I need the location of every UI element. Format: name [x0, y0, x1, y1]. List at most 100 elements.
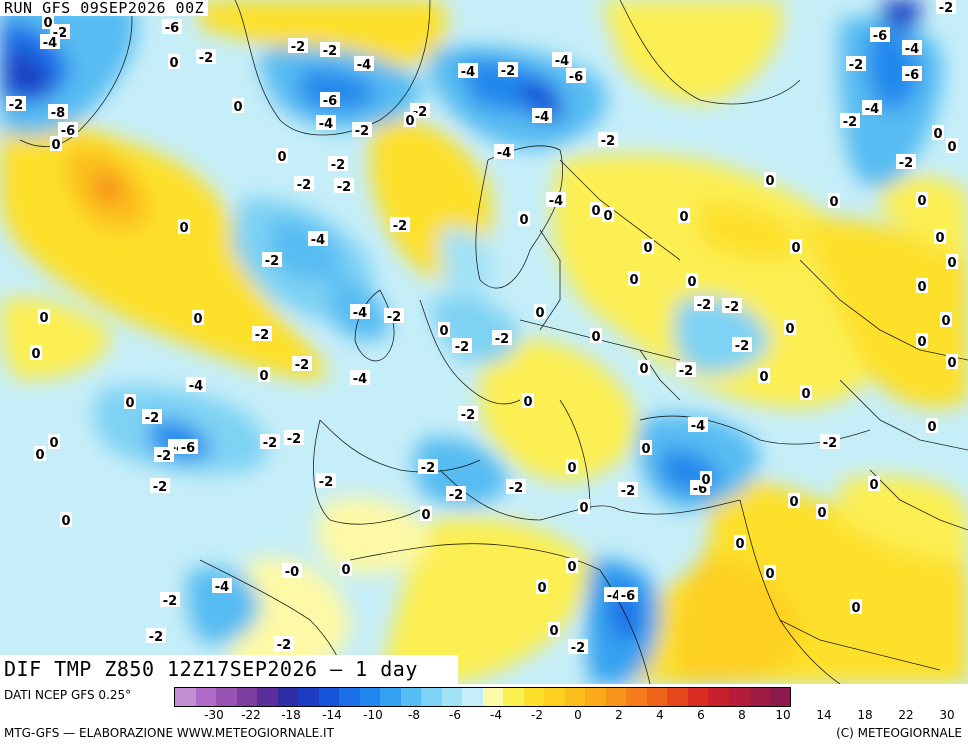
- map-value-label: -4: [350, 304, 370, 321]
- map-value-label: 0: [828, 193, 840, 210]
- svg-text:-2: -2: [331, 158, 345, 173]
- svg-text:0: 0: [567, 560, 576, 575]
- svg-text:0: 0: [579, 501, 588, 516]
- map-value-label: -2: [154, 447, 174, 464]
- map-value-label: 0: [946, 138, 958, 155]
- color-scale-tick: -14: [322, 708, 342, 722]
- map-value-label: 0: [124, 394, 136, 411]
- map-value-label: 0: [566, 558, 578, 575]
- map-value-label: -4: [354, 56, 374, 73]
- map-value-label: -2: [150, 478, 170, 495]
- svg-text:0: 0: [917, 194, 926, 209]
- svg-text:0: 0: [35, 448, 44, 463]
- map-value-label: 0: [548, 622, 560, 639]
- color-scale-swatch: [175, 688, 196, 706]
- map-value-label: -4: [186, 377, 206, 394]
- svg-text:0: 0: [947, 256, 956, 271]
- map-value-label: 0: [642, 239, 654, 256]
- svg-text:-2: -2: [199, 51, 213, 66]
- color-scale-tick: -30: [204, 708, 224, 722]
- svg-text:-2: -2: [823, 436, 837, 451]
- svg-text:-6: -6: [181, 441, 195, 456]
- color-scale-ticks: -30 -22 -18 -14 -10 -8 -6 -4 -2 0 2 4 6 8 10 14 18 22 30: [164, 708, 964, 722]
- svg-text:-6: -6: [621, 589, 635, 604]
- svg-text:-4: -4: [43, 36, 57, 51]
- svg-text:0: 0: [851, 601, 860, 616]
- map-value-label: -4: [552, 52, 572, 69]
- color-scale-swatch: [380, 688, 401, 706]
- map-value-label: -2: [418, 459, 438, 476]
- map-value-label: -4: [862, 100, 882, 117]
- svg-text:-6: -6: [873, 29, 887, 44]
- color-scale-tick: -4: [490, 708, 502, 722]
- svg-text:0: 0: [641, 442, 650, 457]
- svg-text:-6: -6: [569, 70, 583, 85]
- map-value-label: 0: [404, 112, 416, 129]
- footer-copyright: (C) METEOGIORNALE: [836, 726, 962, 740]
- svg-text:-2: -2: [495, 332, 509, 347]
- map-value-label: -2: [284, 430, 304, 447]
- map-value-label: 0: [916, 333, 928, 350]
- svg-text:0: 0: [643, 241, 652, 256]
- map-value-label: 0: [38, 309, 50, 326]
- map-value-label: -2: [820, 434, 840, 451]
- svg-text:0: 0: [439, 324, 448, 339]
- color-scale-swatch: [749, 688, 770, 706]
- svg-text:-2: -2: [157, 449, 171, 464]
- color-scale-swatch: [236, 688, 257, 706]
- svg-text:-2: -2: [319, 475, 333, 490]
- svg-text:0: 0: [591, 330, 600, 345]
- map-value-label: 0: [932, 125, 944, 142]
- map-value-label: 0: [30, 345, 42, 362]
- map-value-label: -4: [316, 115, 336, 132]
- svg-text:-2: -2: [601, 134, 615, 149]
- svg-text:-2: -2: [449, 488, 463, 503]
- svg-text:-2: -2: [265, 254, 279, 269]
- map-value-label: 0: [258, 367, 270, 384]
- map-value-label: 0: [640, 440, 652, 457]
- svg-text:0: 0: [639, 362, 648, 377]
- map-value-label: 0: [638, 360, 650, 377]
- color-scale-tick: -8: [408, 708, 420, 722]
- svg-text:0: 0: [193, 312, 202, 327]
- color-scale-swatch: [503, 688, 524, 706]
- map-value-label: 0: [926, 418, 938, 435]
- svg-text:-2: -2: [413, 105, 427, 120]
- map-value-label: 0: [420, 506, 432, 523]
- map-title: DIF TMP Z850 12Z17SEP2026 — 1 day: [0, 655, 458, 684]
- map-value-label: -2: [6, 96, 26, 113]
- svg-text:0: 0: [629, 273, 638, 288]
- map-value-label: 0: [578, 499, 590, 516]
- map-value-label: -2: [252, 326, 272, 343]
- color-scale-swatch: [667, 688, 688, 706]
- svg-text:0: 0: [869, 478, 878, 493]
- map-value-label: 0: [522, 393, 534, 410]
- map-value-label: 0: [916, 278, 928, 295]
- map-value-label: -2: [390, 217, 410, 234]
- color-scale-swatch: [544, 688, 565, 706]
- color-scale-swatch: [482, 688, 503, 706]
- svg-text:0: 0: [687, 275, 696, 290]
- svg-text:0: 0: [233, 100, 242, 115]
- svg-text:0: 0: [941, 314, 950, 329]
- color-scale-swatch: [298, 688, 319, 706]
- map-value-label: 0: [790, 239, 802, 256]
- map-value-label: 0: [590, 202, 602, 219]
- map-value-label: 0: [438, 322, 450, 339]
- svg-text:0: 0: [679, 210, 688, 225]
- svg-text:0: 0: [801, 387, 810, 402]
- map-value-label: -2: [316, 473, 336, 490]
- svg-text:0: 0: [31, 347, 40, 362]
- svg-text:0: 0: [947, 356, 956, 371]
- color-scale-swatch: [462, 688, 483, 706]
- svg-text:0: 0: [765, 567, 774, 582]
- svg-text:0: 0: [179, 221, 188, 236]
- color-scale-swatch: [626, 688, 647, 706]
- map-value-label: 0: [602, 207, 614, 224]
- svg-text:0: 0: [935, 231, 944, 246]
- map-value-label: 0: [566, 459, 578, 476]
- map-value-label: -2: [142, 409, 162, 426]
- svg-text:-6: -6: [165, 21, 179, 36]
- map-value-label: -2: [334, 178, 354, 195]
- color-scale-tick: 18: [857, 708, 873, 722]
